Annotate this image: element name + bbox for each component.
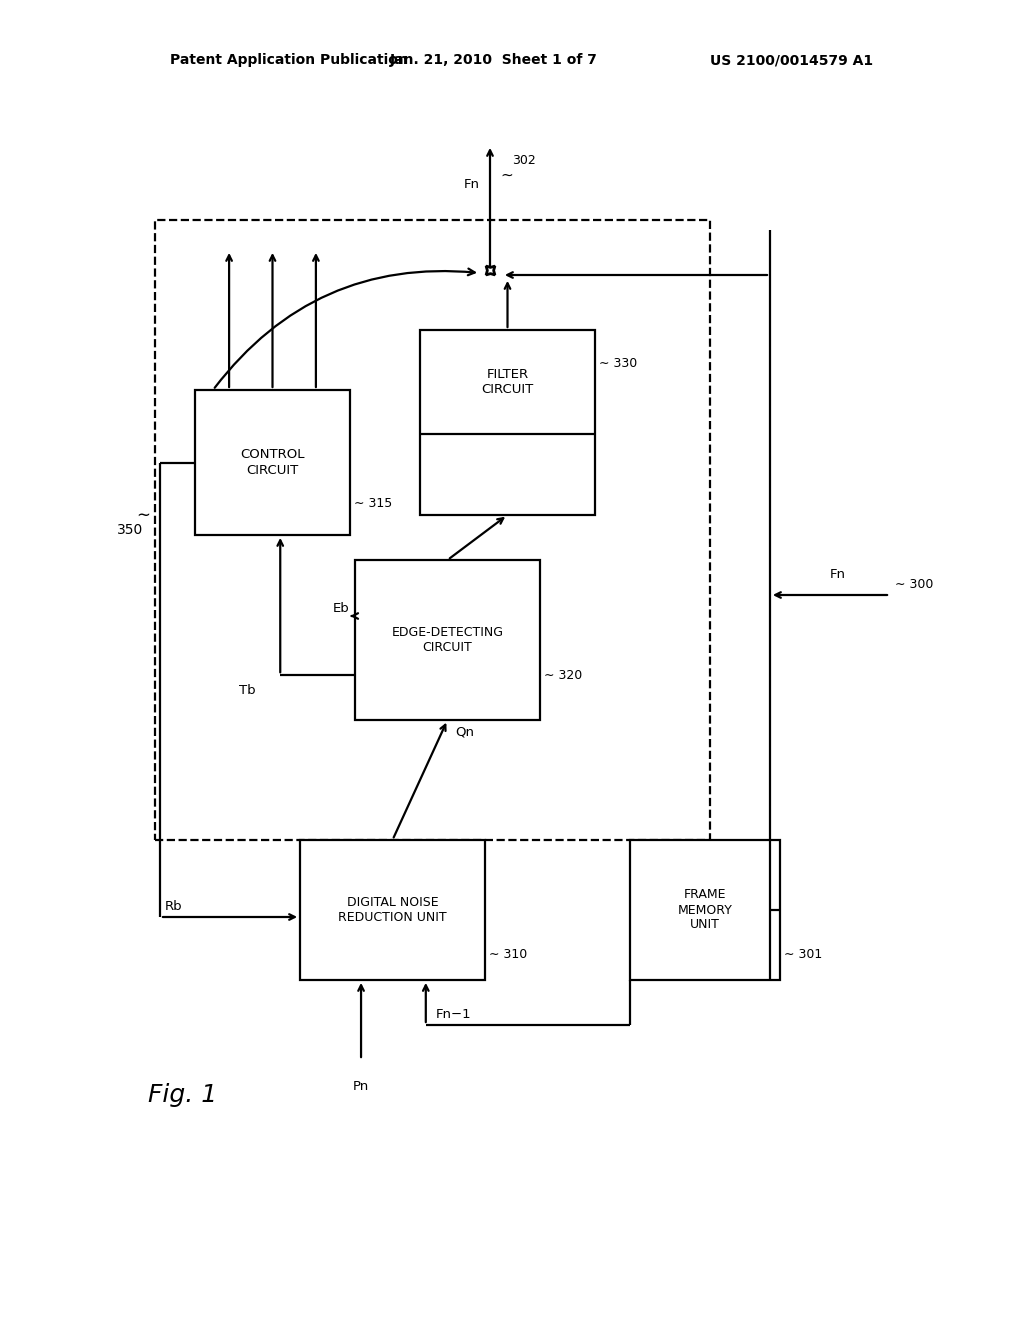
Bar xyxy=(155,220,710,840)
Text: Fn: Fn xyxy=(464,178,480,191)
Text: ∼ 330: ∼ 330 xyxy=(599,356,637,370)
Text: CONTROL
CIRCUIT: CONTROL CIRCUIT xyxy=(241,449,305,477)
Text: ∼: ∼ xyxy=(136,506,150,524)
Text: 302: 302 xyxy=(512,153,536,166)
Text: Fig. 1: Fig. 1 xyxy=(148,1082,217,1107)
Text: 350: 350 xyxy=(117,523,143,537)
Text: ∼ 301: ∼ 301 xyxy=(784,948,822,961)
Text: ∼ 300: ∼ 300 xyxy=(895,578,933,591)
Bar xyxy=(355,560,540,719)
Text: Tb: Tb xyxy=(239,684,255,697)
Bar xyxy=(420,330,595,515)
Text: Jan. 21, 2010  Sheet 1 of 7: Jan. 21, 2010 Sheet 1 of 7 xyxy=(390,53,598,67)
Text: Eb: Eb xyxy=(333,602,350,615)
Text: ∼ 320: ∼ 320 xyxy=(544,669,583,681)
Text: Fn: Fn xyxy=(830,569,846,582)
Bar xyxy=(300,840,485,979)
Text: DIGITAL NOISE
REDUCTION UNIT: DIGITAL NOISE REDUCTION UNIT xyxy=(338,896,446,924)
Bar xyxy=(630,840,780,979)
Text: ∼ 310: ∼ 310 xyxy=(489,948,527,961)
Bar xyxy=(195,389,350,535)
Text: FILTER
CIRCUIT: FILTER CIRCUIT xyxy=(481,368,534,396)
Text: FRAME
MEMORY
UNIT: FRAME MEMORY UNIT xyxy=(678,888,732,932)
Text: US 2100/0014579 A1: US 2100/0014579 A1 xyxy=(710,53,873,67)
Text: EDGE-DETECTING
CIRCUIT: EDGE-DETECTING CIRCUIT xyxy=(391,626,504,653)
Text: Patent Application Publication: Patent Application Publication xyxy=(170,53,408,67)
Text: ∼ 315: ∼ 315 xyxy=(354,496,392,510)
Text: Pn: Pn xyxy=(353,1080,370,1093)
Text: ∼: ∼ xyxy=(500,168,513,182)
FancyArrowPatch shape xyxy=(215,268,475,388)
Text: Fn−1: Fn−1 xyxy=(436,1008,471,1022)
Text: Rb: Rb xyxy=(165,900,182,913)
Text: Qn: Qn xyxy=(456,726,474,738)
